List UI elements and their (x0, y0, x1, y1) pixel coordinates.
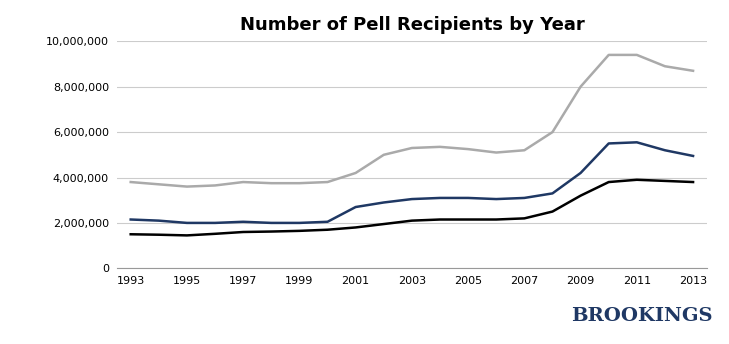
Title: Number of Pell Recipients by Year: Number of Pell Recipients by Year (240, 16, 584, 34)
Text: BROOKINGS: BROOKINGS (571, 308, 712, 325)
